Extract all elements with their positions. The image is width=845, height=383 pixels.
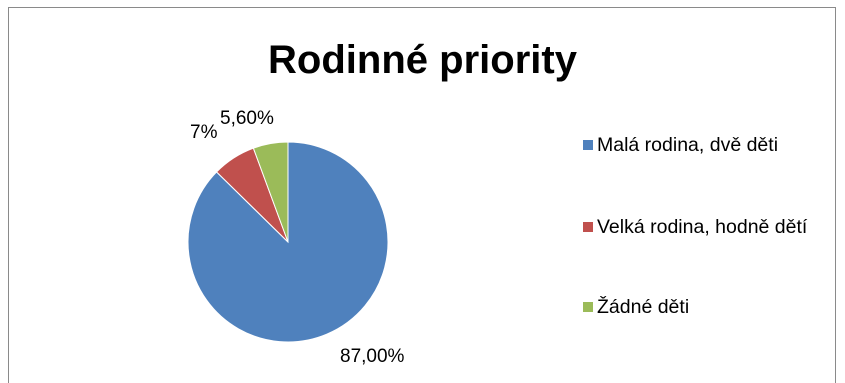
legend-label: Žádné děti [597, 296, 690, 318]
legend-label: Malá rodina, dvě děti [597, 134, 779, 156]
chart-area [8, 7, 836, 383]
legend-swatch [583, 302, 593, 312]
legend-swatch [583, 140, 593, 150]
data-label-mala-rodina: 87,00% [340, 346, 405, 367]
legend-item-zadne-deti: Žádné děti [583, 292, 829, 323]
data-label-zadne-deti: 5,60% [220, 108, 274, 129]
legend-item-velka-rodina: Velká rodina, hodně dětí [583, 212, 829, 243]
legend-item-mala-rodina: Malá rodina, dvě děti [583, 130, 829, 161]
chart-title: Rodinné priority [268, 38, 577, 82]
data-label-velka-rodina: 7% [190, 122, 218, 143]
legend-label: Velká rodina, hodně dětí [597, 216, 808, 238]
legend-swatch [583, 222, 593, 232]
pie-slice-zadne-deti [252, 141, 289, 243]
